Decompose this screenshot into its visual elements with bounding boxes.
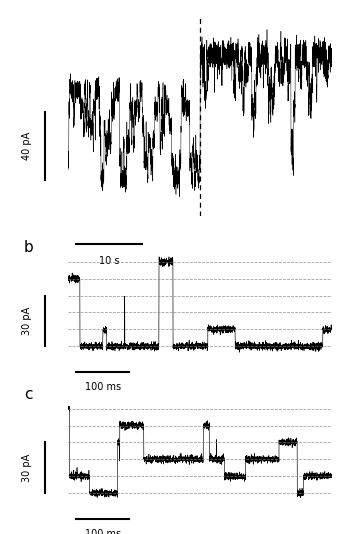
Text: 30 pA: 30 pA [22, 453, 31, 482]
Text: 100 ms: 100 ms [84, 529, 121, 534]
Text: 40 pA: 40 pA [22, 132, 31, 160]
Text: c: c [24, 387, 32, 402]
Text: 100 ms: 100 ms [84, 382, 121, 392]
Text: 10 s: 10 s [99, 256, 119, 266]
Text: 30 pA: 30 pA [22, 307, 31, 335]
Text: b: b [24, 240, 34, 255]
